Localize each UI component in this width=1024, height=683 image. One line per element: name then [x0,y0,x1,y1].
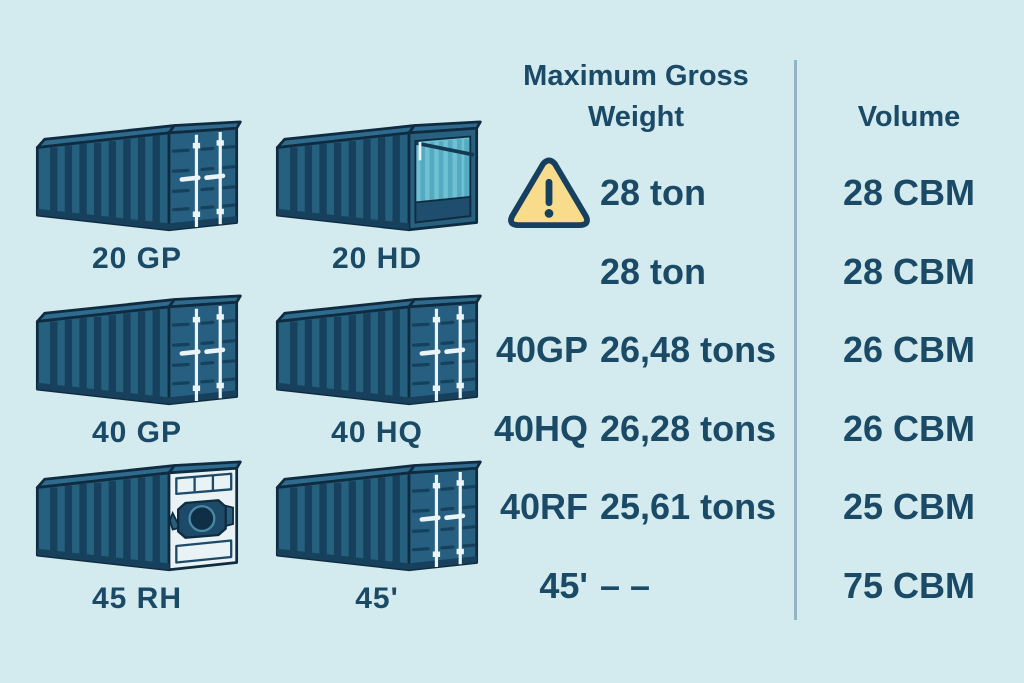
volume-row: 25 CBM [797,468,1021,547]
weight-row-prefix: 40GP [495,329,588,371]
container-cell-20hd: 20 HD [266,120,488,276]
volume-row: 28 CBM [797,154,1021,233]
weight-column: 28 ton 28 ton 40GP 26,48 tons 40HQ 26,28… [480,154,792,625]
volume-row: 26 CBM [797,311,1021,390]
volume-row: 75 CBM [797,547,1021,626]
weight-row-value: 26,28 tons [600,407,777,449]
weight-row: 40RF 25,61 tons [480,468,792,547]
weight-row: 28 ton [480,233,792,312]
container-cell-45ft: 45' [266,460,488,616]
weight-row-value: 25,61 tons [600,486,777,528]
volume-row-value: 26 CBM [842,329,976,371]
warning-triangle-icon [506,157,592,229]
volume-row-value: 25 CBM [842,486,976,528]
volume-row-value: 26 CBM [842,407,976,449]
weight-row: 45' – – [480,547,792,626]
container-label: 45 RH [91,582,183,615]
weight-column-header: Maximum Gross Weight [523,60,749,133]
container-reefer-icon [30,460,244,579]
container-cell-45rh: 45 RH [26,460,248,616]
volume-row: 26 CBM [797,390,1021,469]
volume-row-value: 75 CBM [842,564,976,606]
weight-row-value: 28 ton [600,172,707,214]
weight-row: 28 ton [480,154,792,233]
weight-row: 40GP 26,48 tons [480,311,792,390]
weight-row-value: 26,48 tons [600,329,777,371]
container-cell-40hq: 40 HQ [266,294,488,450]
volume-column-header: Volume [857,101,961,133]
container-label: 40 HQ [331,416,423,449]
container-standard-icon [270,460,484,579]
volume-column: 28 CBM 28 CBM 26 CBM 26 CBM 25 CBM 75 CB… [797,154,1021,625]
container-standard-icon [270,294,484,413]
container-open-top-icon [270,120,484,239]
container-label: 45' [355,582,399,615]
weight-row-value: 28 ton [600,250,707,292]
weight-row-value: – – [600,564,651,606]
container-label: 20 GP [91,242,183,275]
weight-row-prefix: 45' [539,564,588,606]
container-cell-20gp: 20 GP [26,120,248,276]
weight-row: 40HQ 26,28 tons [480,390,792,469]
volume-row-value: 28 CBM [842,172,976,214]
container-standard-icon [30,120,244,239]
column-divider [794,60,797,620]
container-standard-icon [30,294,244,413]
volume-row-value: 28 CBM [842,250,976,292]
container-label: 20 HD [331,242,423,275]
weight-row-prefix: 40RF [499,486,588,528]
container-label: 40 GP [91,416,183,449]
weight-row-prefix: 40HQ [493,407,588,449]
container-cell-40gp: 40 GP [26,294,248,450]
volume-row: 28 CBM [797,233,1021,312]
